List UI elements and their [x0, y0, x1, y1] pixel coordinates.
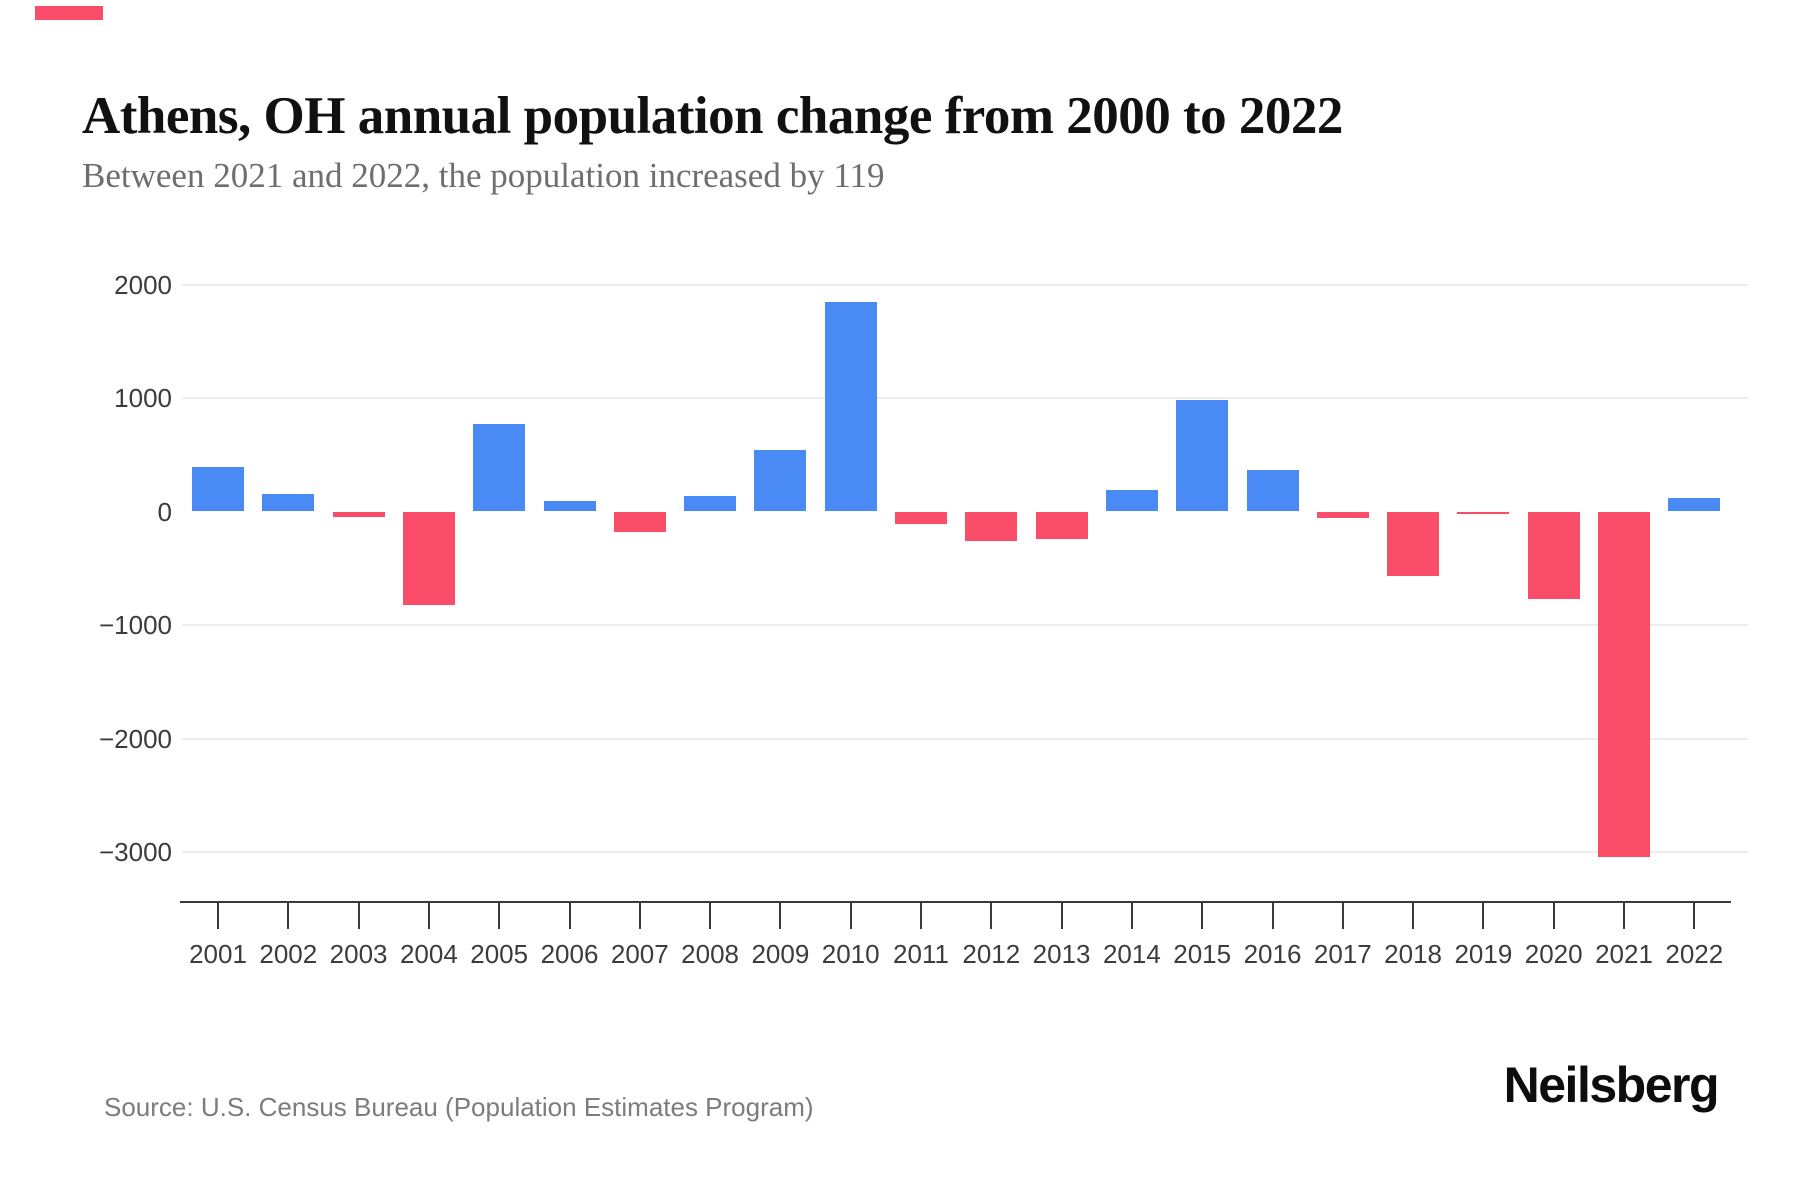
x-axis-label-2015: 2015 — [1173, 939, 1232, 969]
bar-2018 — [1387, 511, 1440, 576]
x-axis-label-2014: 2014 — [1102, 939, 1161, 969]
x-axis-label-2006: 2006 — [540, 939, 599, 969]
y-axis-label--3000: −3000 — [98, 837, 172, 867]
bar-2007 — [613, 511, 666, 533]
x-tick-2014 — [1130, 901, 1133, 929]
bar-2019 — [1457, 511, 1510, 514]
x-tick-2018 — [1412, 901, 1415, 929]
gridline--2000 — [182, 737, 1748, 740]
bar-2016 — [1246, 469, 1299, 512]
bar-2021 — [1598, 511, 1650, 857]
bar-2006 — [543, 501, 596, 512]
bar-2003 — [332, 511, 385, 517]
x-axis-label-2013: 2013 — [1032, 939, 1091, 969]
gridline--3000 — [182, 851, 1748, 853]
x-tick-2012 — [990, 901, 993, 929]
gridline--1000 — [182, 624, 1748, 626]
x-axis-label-2019: 2019 — [1454, 939, 1513, 969]
x-axis-label-2018: 2018 — [1384, 939, 1443, 969]
bar-2001 — [192, 467, 244, 512]
bar-2005 — [473, 424, 526, 512]
bar-2014 — [1105, 489, 1158, 512]
x-axis-label-2011: 2011 — [893, 939, 949, 969]
x-tick-2003 — [357, 901, 360, 929]
x-tick-2020 — [1552, 901, 1555, 929]
x-axis-label-2001: 2001 — [189, 939, 247, 969]
chart-subtitle: Between 2021 and 2022, the population in… — [82, 156, 885, 195]
x-tick-2001 — [217, 901, 219, 929]
x-tick-2015 — [1201, 901, 1204, 929]
y-axis-label-1000: 1000 — [114, 383, 172, 413]
y-axis-label-0: 0 — [157, 496, 172, 527]
bar-2002 — [262, 493, 315, 512]
x-tick-2010 — [849, 901, 852, 929]
chart-title: Athens, OH annual population change from… — [82, 86, 1343, 145]
bar-2020 — [1527, 511, 1580, 599]
x-tick-2016 — [1271, 901, 1274, 929]
x-axis-label-2016: 2016 — [1243, 939, 1302, 969]
x-tick-2005 — [498, 901, 501, 929]
x-tick-2021 — [1623, 901, 1625, 929]
x-tick-2019 — [1482, 901, 1485, 929]
x-axis-label-2002: 2002 — [259, 939, 318, 969]
x-axis-label-2022: 2022 — [1665, 939, 1724, 969]
gridline-1000 — [182, 397, 1748, 399]
brand-logo: Neilsberg — [1503, 1057, 1720, 1113]
x-tick-2022 — [1693, 901, 1696, 929]
x-axis-label-2017: 2017 — [1313, 939, 1372, 969]
brand-accent-bar — [35, 6, 103, 20]
y-axis-label-2000: 2000 — [114, 269, 172, 300]
x-axis-label-2010: 2010 — [821, 939, 880, 969]
x-axis-label-2003: 2003 — [329, 939, 388, 969]
x-axis-line — [180, 901, 1731, 903]
bar-2013 — [1035, 511, 1088, 539]
x-tick-2013 — [1060, 901, 1063, 929]
x-axis-label-2020: 2020 — [1524, 939, 1583, 969]
x-tick-2017 — [1341, 901, 1344, 929]
x-axis-label-2012: 2012 — [962, 939, 1021, 969]
bar-2010 — [824, 301, 877, 512]
y-axis-label--2000: −2000 — [98, 723, 172, 754]
x-axis-label-2021: 2021 — [1595, 939, 1653, 969]
bar-2009 — [754, 449, 807, 512]
bar-2017 — [1316, 511, 1369, 518]
bar-2011 — [895, 511, 947, 524]
x-axis-label-2007: 2007 — [610, 939, 669, 969]
bar-2015 — [1176, 399, 1229, 512]
x-tick-2009 — [779, 901, 782, 929]
x-tick-2004 — [427, 901, 430, 929]
x-tick-2007 — [638, 901, 641, 929]
x-tick-2006 — [568, 901, 571, 929]
x-tick-2002 — [287, 901, 290, 929]
x-tick-2008 — [709, 901, 712, 929]
x-tick-2011 — [920, 901, 922, 929]
bar-2008 — [684, 495, 737, 512]
x-axis-label-2008: 2008 — [681, 939, 740, 969]
bar-2022 — [1668, 497, 1721, 512]
y-axis-label--1000: −1000 — [98, 610, 172, 640]
x-axis-label-2009: 2009 — [751, 939, 810, 969]
x-axis-label-2005: 2005 — [470, 939, 529, 969]
source-attribution: Source: U.S. Census Bureau (Population E… — [104, 1092, 814, 1122]
bar-2012 — [965, 511, 1018, 541]
gridline-2000 — [182, 283, 1748, 286]
x-axis-label-2004: 2004 — [399, 939, 458, 969]
bar-2004 — [402, 511, 455, 605]
